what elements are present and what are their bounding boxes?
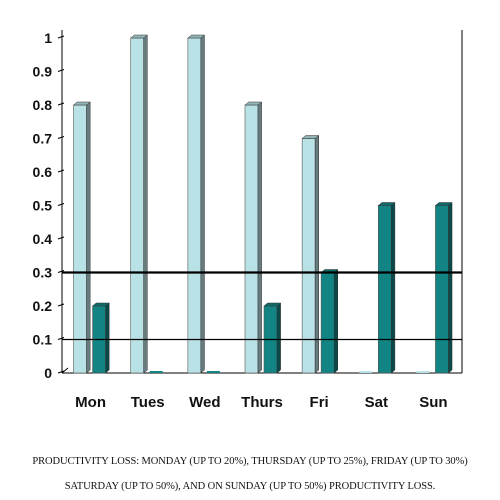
bar-tues-s1	[130, 37, 145, 374]
y-tick-label: 0.3	[33, 265, 53, 281]
bar-sun-s2	[435, 205, 449, 374]
bar-top-thurs-s2	[263, 302, 282, 307]
bar-side-mon-s2	[105, 302, 110, 374]
y-tick-label: 0.5	[33, 198, 53, 214]
y-tick-mark	[57, 337, 65, 340]
bar-top-tues-s1	[130, 34, 149, 39]
bar-top-wed-s1	[187, 34, 206, 39]
bar-side-wed-s1	[200, 34, 205, 374]
floor-depth-line	[61, 367, 69, 374]
caption-line-2: SATURDAY (UP TO 50%), AND ON SUNDAY (UP …	[64, 481, 436, 492]
bar-side-fri-s1	[314, 134, 319, 374]
bar-tues-s2	[149, 371, 163, 373]
bar-fri-s1	[301, 138, 316, 374]
y-tick-label: 0.7	[33, 131, 53, 147]
y-tick-mark	[57, 136, 65, 139]
bar-sat-s1	[359, 371, 373, 373]
bar-wed-s2	[206, 371, 220, 373]
bar-side-mon-s1	[86, 101, 91, 374]
bar-sat-s2	[377, 205, 392, 374]
y-tick-mark	[57, 69, 65, 72]
bar-sun-s1	[416, 371, 430, 373]
x-category-label: Sat	[365, 394, 388, 411]
bar-side-tues-s1	[143, 34, 148, 374]
bar-thurs-s1	[244, 104, 259, 374]
caption-line-1: PRODUCTIVITY LOSS: MONDAY (UP TO 20%), T…	[32, 456, 468, 467]
x-category-label: Thurs	[241, 394, 283, 411]
bar-side-sun-s2	[448, 201, 453, 374]
bar-top-sat-s2	[377, 202, 396, 206]
bar-side-thurs-s2	[276, 302, 281, 374]
bar-top-thurs-s1	[244, 101, 263, 106]
y-tick-label: 0.8	[33, 97, 53, 113]
y-tick-label: 0.1	[33, 332, 53, 348]
x-category-label: Sun	[419, 394, 447, 411]
bar-side-fri-s2	[333, 268, 338, 374]
y-tick-label: 1	[44, 30, 52, 46]
y-tick-label: 0.6	[33, 164, 53, 180]
y-tick-label: 0.4	[33, 231, 53, 247]
y-tick-label: 0.2	[33, 298, 53, 314]
y-tick-mark	[57, 270, 65, 273]
bar-top-mon-s2	[91, 302, 110, 307]
bar-top-mon-s1	[72, 101, 91, 106]
y-tick-mark	[57, 370, 65, 374]
bar-wed-s1	[187, 37, 202, 374]
x-category-label: Mon	[75, 394, 106, 411]
bar-top-sun-s2	[434, 202, 453, 206]
y-tick-mark	[57, 203, 65, 206]
bar-top-fri-s1	[301, 135, 320, 139]
bar-side-sat-s2	[391, 201, 396, 374]
y-tick-mark	[57, 303, 65, 307]
bar-fri-s2	[320, 272, 335, 374]
y-tick-label: 0.9	[33, 64, 53, 80]
y-tick-mark	[57, 169, 65, 173]
bar-side-thurs-s1	[257, 101, 262, 374]
bar-mon-s1	[73, 104, 87, 374]
y-tick-mark	[57, 35, 65, 39]
x-category-label: Tues	[131, 394, 165, 411]
y-tick-mark	[57, 236, 65, 240]
x-category-label: Fri	[310, 394, 329, 411]
y-tick-mark	[57, 102, 65, 106]
x-category-label: Wed	[189, 394, 220, 411]
y-tick-label: 0	[44, 365, 52, 381]
